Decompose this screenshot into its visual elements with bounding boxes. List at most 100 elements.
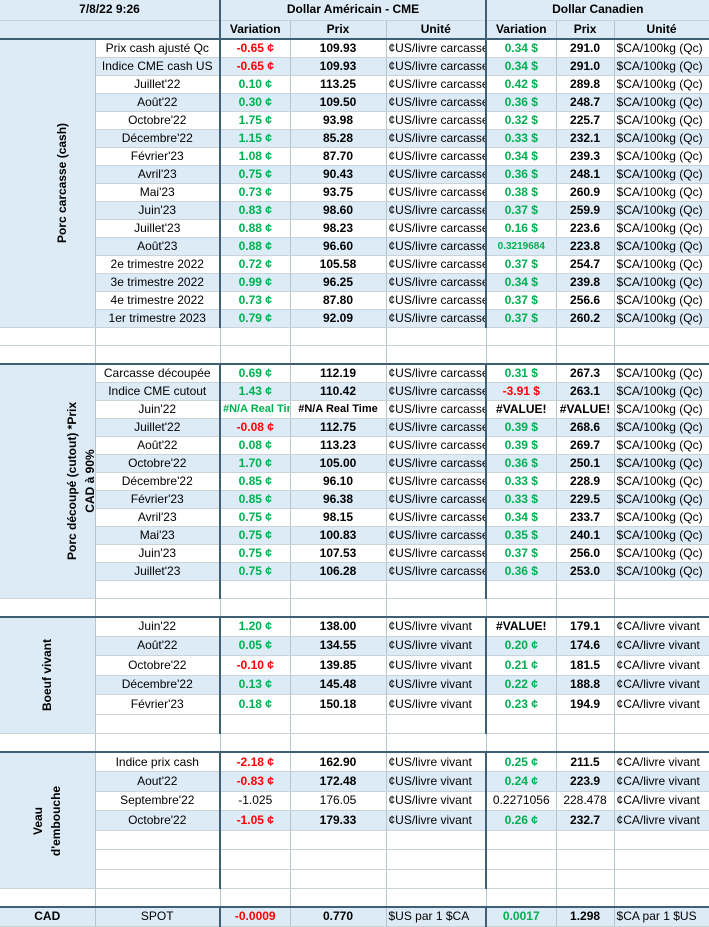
empty-cell[interactable] xyxy=(386,830,488,850)
cad-variation[interactable]: 0.34 $ xyxy=(486,37,557,58)
cad-unit[interactable]: ¢CA/livre vivant xyxy=(614,636,709,656)
usd-price[interactable]: 134.55 xyxy=(290,636,387,656)
empty-cell[interactable] xyxy=(95,733,221,753)
usd-variation[interactable]: 0.75 ¢ xyxy=(220,562,291,581)
empty-cell[interactable] xyxy=(95,580,221,599)
empty-cell[interactable] xyxy=(614,849,709,870)
usd-unit[interactable]: ¢US/livre carcasse xyxy=(386,147,488,166)
usd-variation[interactable]: -0.65 ¢ xyxy=(220,37,291,58)
empty-cell[interactable] xyxy=(95,849,221,870)
row-label[interactable]: Août'22 xyxy=(95,93,221,112)
cad-unit[interactable]: ¢CA/livre vivant xyxy=(614,615,709,637)
cad-variation[interactable]: 0.33 $ xyxy=(486,129,557,148)
usd-price[interactable]: 85.28 xyxy=(290,129,387,148)
cad-price[interactable]: 194.9 xyxy=(556,694,615,715)
empty-cell[interactable] xyxy=(614,580,709,599)
empty-cell[interactable] xyxy=(486,580,557,599)
usd-variation[interactable]: 0.73 ¢ xyxy=(220,183,291,202)
empty-cell[interactable] xyxy=(0,345,96,364)
usd-price[interactable]: 107.53 xyxy=(290,544,387,563)
empty-cell[interactable] xyxy=(0,733,96,753)
empty-cell[interactable] xyxy=(486,714,557,734)
cad-variation[interactable]: 0.26 ¢ xyxy=(486,810,557,831)
cad-price[interactable]: 233.7 xyxy=(556,508,615,527)
cad-price[interactable]: 256.0 xyxy=(556,544,615,563)
cad-variation[interactable]: 0.2271056 xyxy=(486,791,557,811)
empty-cell[interactable] xyxy=(290,849,387,870)
empty-cell[interactable] xyxy=(290,345,387,364)
row-label[interactable]: Aout'22 xyxy=(95,771,221,792)
empty-cell[interactable] xyxy=(386,888,487,908)
spot-label[interactable]: SPOT xyxy=(95,906,221,927)
row-label[interactable]: Août'22 xyxy=(95,436,221,455)
cad-variation[interactable]: 0.3219684 xyxy=(486,237,557,256)
usd-variation[interactable]: 0.88 ¢ xyxy=(220,237,291,256)
cad-unit[interactable]: $CA/100kg (Qc) xyxy=(614,562,709,581)
empty-cell[interactable] xyxy=(220,345,291,364)
row-label[interactable]: Octobre'22 xyxy=(95,810,221,831)
usd-unit[interactable]: ¢US/livre carcasse xyxy=(386,562,488,581)
cad-price[interactable]: 228.9 xyxy=(556,472,615,491)
empty-cell[interactable] xyxy=(614,869,709,889)
cad-unit[interactable]: $CA/100kg (Qc) xyxy=(614,526,709,545)
empty-cell[interactable] xyxy=(386,733,487,753)
cad-unit[interactable]: $CA/100kg (Qc) xyxy=(614,472,709,491)
cad-unit[interactable]: $CA/100kg (Qc) xyxy=(614,362,709,383)
empty-cell[interactable] xyxy=(486,869,557,889)
empty-cell[interactable] xyxy=(220,869,291,889)
empty-cell[interactable] xyxy=(486,733,557,753)
cad-price[interactable]: 239.8 xyxy=(556,273,615,292)
cad-variation[interactable]: 0.37 $ xyxy=(486,291,557,310)
cad-unit[interactable]: $CA/100kg (Qc) xyxy=(614,273,709,292)
row-label[interactable]: Juin'22 xyxy=(95,400,221,419)
empty-cell[interactable] xyxy=(486,830,557,850)
cad-unit[interactable]: $CA/100kg (Qc) xyxy=(614,382,709,401)
empty-cell[interactable] xyxy=(220,714,291,734)
cad-variation[interactable]: #VALUE! xyxy=(486,615,557,637)
empty-cell[interactable] xyxy=(614,830,709,850)
empty-cell[interactable] xyxy=(486,327,557,346)
usd-price[interactable]: 109.93 xyxy=(290,57,387,76)
cad-price[interactable]: 291.0 xyxy=(556,37,615,58)
usd-price[interactable]: 0.770 xyxy=(290,906,387,927)
usd-price[interactable]: 98.60 xyxy=(290,201,387,220)
cad-variation[interactable]: 0.34 $ xyxy=(486,147,557,166)
cad-price[interactable]: 225.7 xyxy=(556,111,615,130)
row-label[interactable]: Avril'23 xyxy=(95,165,221,184)
cad-price[interactable]: 260.2 xyxy=(556,309,615,328)
usd-variation[interactable]: -1.025 xyxy=(220,791,291,811)
cad-price[interactable]: 223.6 xyxy=(556,219,615,238)
cad-unit[interactable]: ¢CA/livre vivant xyxy=(614,810,709,831)
cad-variation[interactable]: 0.37 $ xyxy=(486,201,557,220)
usd-price[interactable]: 113.23 xyxy=(290,436,387,455)
cad-price[interactable]: #VALUE! xyxy=(556,400,615,419)
usd-unit[interactable]: ¢US/livre vivant xyxy=(386,636,488,656)
cad-unit[interactable]: ¢CA/livre vivant xyxy=(614,675,709,695)
usd-unit[interactable]: ¢US/livre carcasse xyxy=(386,309,488,328)
usd-unit[interactable]: ¢US/livre carcasse xyxy=(386,219,488,238)
usd-price[interactable]: 93.98 xyxy=(290,111,387,130)
empty-cell[interactable] xyxy=(386,849,488,870)
usd-unit[interactable]: $US par 1 $CA xyxy=(386,906,488,927)
empty-cell[interactable] xyxy=(614,714,709,734)
usd-variation[interactable]: 0.83 ¢ xyxy=(220,201,291,220)
empty-cell[interactable] xyxy=(290,869,387,889)
usd-unit[interactable]: ¢US/livre vivant xyxy=(386,751,488,772)
usd-variation[interactable]: 1.15 ¢ xyxy=(220,129,291,148)
empty-cell[interactable] xyxy=(290,598,387,617)
empty-cell[interactable] xyxy=(95,869,221,889)
cad-unit[interactable]: $CA/100kg (Qc) xyxy=(614,93,709,112)
row-label[interactable]: Septembre'22 xyxy=(95,791,221,811)
empty-cell[interactable] xyxy=(0,327,96,346)
usd-unit[interactable]: ¢US/livre carcasse xyxy=(386,183,488,202)
cad-price[interactable]: 240.1 xyxy=(556,526,615,545)
usd-unit[interactable]: ¢US/livre carcasse xyxy=(386,75,488,94)
usd-unit[interactable]: ¢US/livre carcasse xyxy=(386,400,488,419)
empty-cell[interactable] xyxy=(95,327,221,346)
cad-price[interactable]: 232.7 xyxy=(556,810,615,831)
cad-price[interactable]: 232.1 xyxy=(556,129,615,148)
cad-variation[interactable]: 0.21 ¢ xyxy=(486,655,557,676)
empty-cell[interactable] xyxy=(556,830,615,850)
cad-variation[interactable]: 0.37 $ xyxy=(486,309,557,328)
usd-price[interactable]: 96.10 xyxy=(290,472,387,491)
